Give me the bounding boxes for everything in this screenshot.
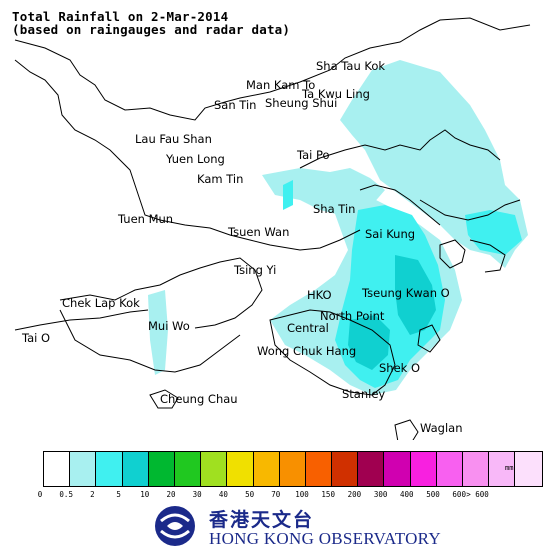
label-san-tin: San Tin — [214, 98, 256, 112]
legend-unit: mm — [505, 464, 514, 472]
label-wong-chuk-hang: Wong Chuk Hang — [257, 344, 356, 358]
legend-tick-label: 10 — [140, 490, 150, 499]
label-yuen-long: Yuen Long — [165, 152, 225, 166]
legend-swatch — [463, 452, 490, 486]
legend-tick-label: > 600 — [466, 490, 489, 499]
label-man-kam-to: Man Kam To — [246, 78, 315, 92]
legend-swatch — [253, 452, 280, 486]
legend-swatch — [279, 452, 306, 486]
legend-swatch — [305, 452, 333, 486]
legend-tick-label: 50 — [245, 490, 255, 499]
label-tsuen-wan: Tsuen Wan — [227, 225, 289, 239]
legend-tick-label: 30 — [192, 490, 202, 499]
place-labels: Sha Tau Kok Man Kam To Ta Kwu Ling San T… — [21, 59, 463, 435]
hko-logo: 香港天文台 HONG KONG OBSERVATORY — [147, 503, 441, 549]
legend-swatch — [332, 452, 359, 486]
label-chek-lap-kok: Chek Lap Kok — [62, 296, 140, 310]
legend-swatch — [70, 452, 97, 486]
legend-swatch — [96, 452, 123, 486]
legend-swatch — [515, 452, 542, 486]
legend-tick-label: 500 — [426, 490, 440, 499]
legend-ticks: 0 0.5 2 5 10 20 30 40 50 70 100 150 200 300 400 500 600 >… — [0, 490, 545, 502]
label-kam-tin: Kam Tin — [197, 172, 243, 186]
label-lau-fau-shan: Lau Fau Shan — [135, 132, 212, 146]
legend-tick-label: 400 — [400, 490, 414, 499]
label-mui-wo: Mui Wo — [148, 319, 190, 333]
legend-swatch — [489, 452, 516, 486]
legend-tick-label: 0.5 — [59, 490, 73, 499]
legend-tick-label: 2 — [90, 490, 95, 499]
label-hko: HKO — [307, 288, 332, 302]
label-tuen-mun: Tuen Mun — [117, 212, 173, 226]
legend-tick-label: 200 — [347, 490, 362, 499]
logo-english: HONG KONG OBSERVATORY — [209, 529, 441, 548]
label-sheung-shui: Sheung Shui — [265, 96, 337, 110]
label-waglan: Waglan — [420, 421, 463, 435]
legend-swatch — [436, 452, 463, 486]
legend-swatch — [148, 452, 175, 486]
legend-tick-label: 100 — [295, 490, 309, 499]
label-cheung-chau: Cheung Chau — [160, 392, 238, 406]
label-shek-o: Shek O — [379, 361, 420, 375]
legend-tick-label: 150 — [321, 490, 335, 499]
legend-tick-label: 40 — [218, 490, 228, 499]
legend-swatch — [44, 452, 71, 486]
map-subtitle: (based on raingauges and radar data) — [12, 22, 291, 37]
rainfall-map: Sha Tau Kok Man Kam To Ta Kwu Ling San T… — [14, 17, 531, 440]
legend-swatch — [174, 452, 202, 486]
label-tai-o: Tai O — [21, 331, 50, 345]
label-north-point: North Point — [320, 309, 385, 323]
rainfall-legend-bar — [43, 451, 543, 487]
logo-chinese: 香港天文台 — [209, 509, 315, 531]
label-stanley: Stanley — [342, 387, 385, 401]
legend-swatch — [384, 452, 411, 486]
label-tai-po: Tai Po — [296, 148, 330, 162]
label-tsing-yi: Tsing Yi — [233, 263, 276, 277]
legend-swatch — [410, 452, 437, 486]
legend-tick-label: 600 — [452, 490, 466, 499]
legend-tick-label: 70 — [271, 490, 281, 499]
map-title: Total Rainfall on 2-Mar-2014 — [12, 9, 229, 24]
label-sai-kung: Sai Kung — [365, 227, 415, 241]
legend-swatch — [358, 452, 385, 486]
legend-tick-label: 5 — [116, 490, 121, 499]
label-ta-kwu-ling: Ta Kwu Ling — [301, 87, 370, 101]
rainfall-shading — [148, 60, 528, 395]
label-central: Central — [287, 321, 329, 335]
legend-tick-label: 300 — [373, 490, 388, 499]
legend-swatch — [122, 452, 149, 486]
legend-tick-label: 20 — [166, 490, 176, 499]
label-sha-tin: Sha Tin — [313, 202, 355, 216]
label-sha-tau-kok: Sha Tau Kok — [316, 59, 385, 73]
legend-tick-label: 0 — [37, 490, 43, 499]
label-tseung-kwan-o: Tseung Kwan O — [361, 286, 450, 300]
legend-swatch — [227, 452, 254, 486]
coastline — [14, 17, 531, 440]
legend-swatch — [201, 452, 228, 486]
hko-emblem-icon — [155, 506, 195, 546]
